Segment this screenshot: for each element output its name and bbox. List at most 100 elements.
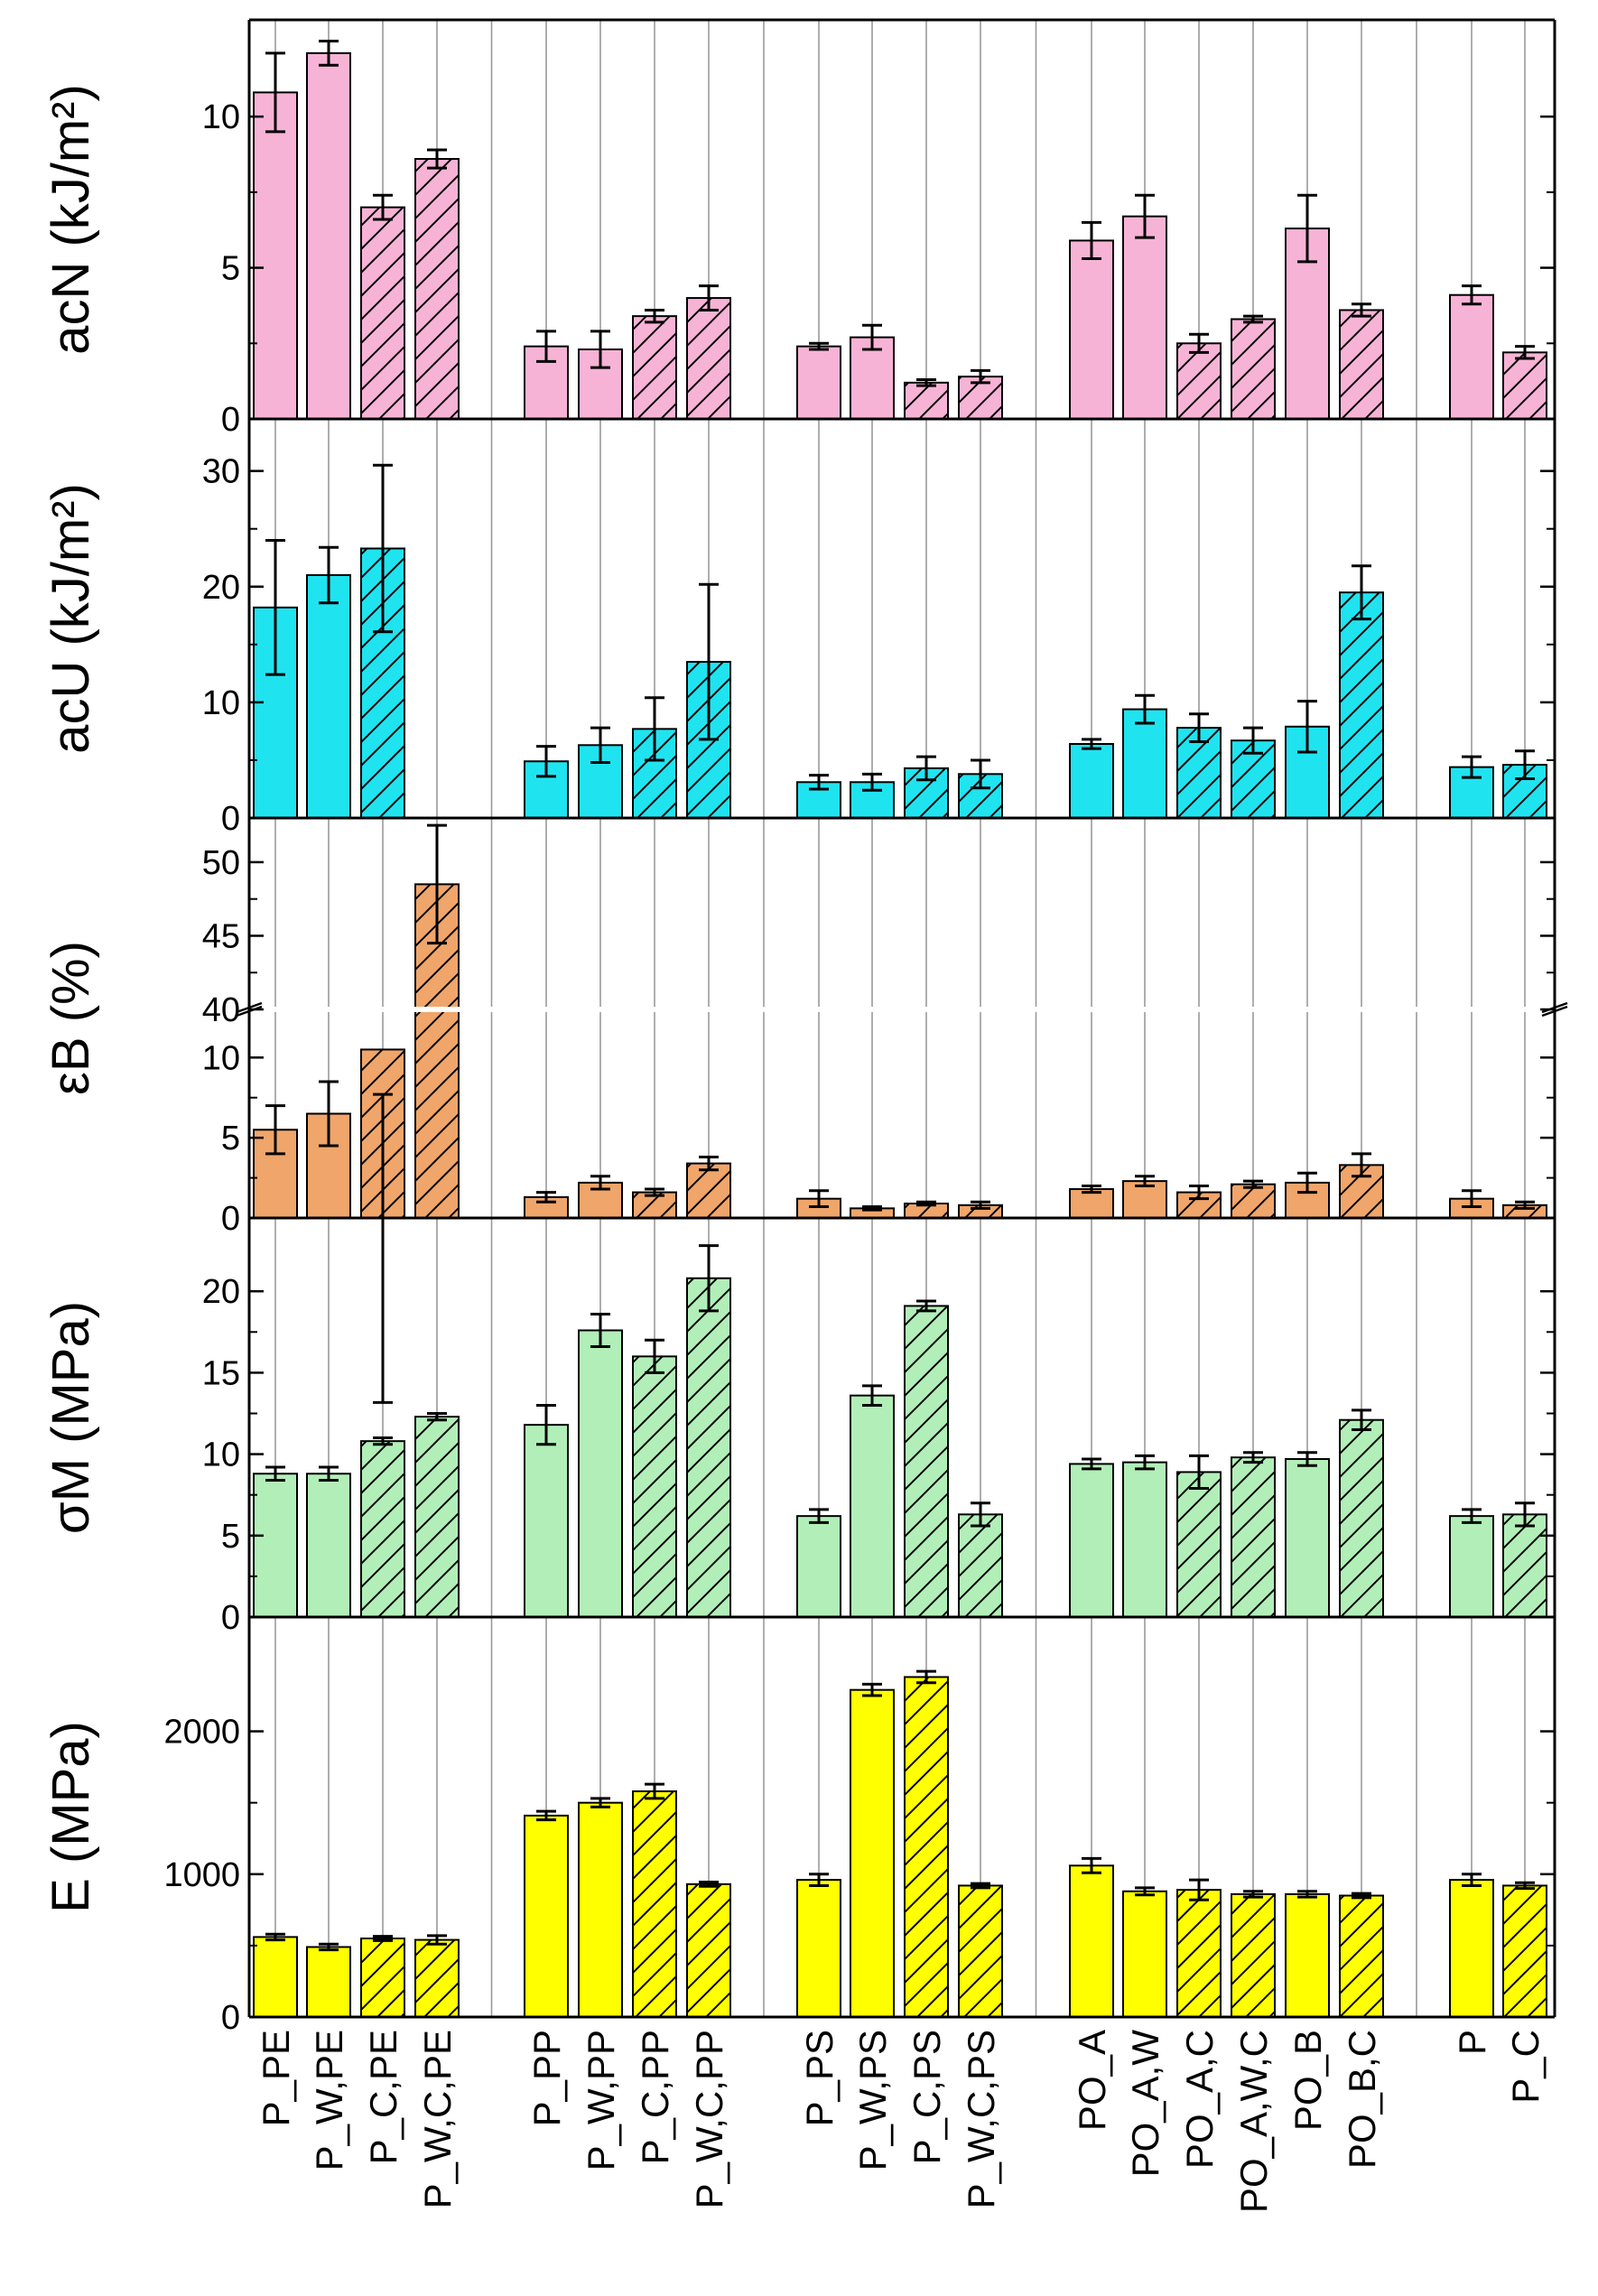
bar-hatch (905, 382, 948, 419)
y-axis-title: acU (kJ/m²) (42, 483, 100, 754)
y-axis-title: εB (%) (42, 941, 100, 1095)
bar-hatch (1231, 1184, 1275, 1218)
bar (1069, 1463, 1114, 1619)
x-tick-label: P_W,C,PE (416, 2030, 459, 2208)
x-tick-label: P_C (1504, 2030, 1547, 2104)
bar (306, 1473, 351, 1619)
y-axis-title: acN (kJ/m²) (42, 84, 100, 355)
x-tick-label: P (1451, 2030, 1493, 2055)
bar-hatch (1231, 319, 1275, 419)
bar (578, 1329, 623, 1619)
bar (850, 1688, 895, 2019)
bar (578, 1801, 623, 2019)
panel-background (249, 419, 1555, 818)
bar (524, 1424, 569, 1619)
bar-hatch (1503, 1885, 1547, 2017)
y-tick-label: 10 (202, 1039, 240, 1077)
bar-hatch (959, 1885, 1002, 2017)
y-tick-label: 5 (221, 1120, 240, 1157)
bar (306, 573, 351, 820)
bar-hatch (1340, 310, 1383, 419)
y-tick-label: 1000 (163, 1856, 240, 1894)
bar-hatch (361, 1441, 404, 1617)
bar-hatch (633, 1791, 676, 2017)
bar (1122, 215, 1167, 420)
panel-background (249, 1218, 1555, 1617)
bar-hatch (361, 1938, 404, 2017)
bar (1069, 743, 1114, 819)
y-tick-label: 20 (202, 569, 240, 607)
bar (1122, 1461, 1167, 1619)
bar-hatch (959, 1514, 1002, 1617)
bar (253, 91, 298, 420)
bar-hatch (1231, 1457, 1275, 1617)
bar-hatch (1503, 352, 1547, 419)
axis-break-gap (251, 1007, 1553, 1012)
y-tick-label: 10 (202, 98, 240, 136)
bar-hatch (415, 1939, 459, 2017)
y-tick-label: 0 (221, 1200, 240, 1238)
bar-hatch (415, 1417, 459, 1617)
x-tick-label: P_C,PP (634, 2030, 676, 2164)
bar-hatch (1340, 1419, 1383, 1617)
bar (796, 1515, 841, 1619)
x-tick-label: PO_B,C (1341, 2030, 1383, 2169)
y-tick-label: 10 (202, 1436, 240, 1474)
y-tick-label: 10 (202, 684, 240, 722)
x-tick-label: P_W,PS (851, 2030, 894, 2171)
panel-background (249, 20, 1555, 419)
bar-hatch (1177, 1890, 1221, 2017)
x-tick-label: P_W,PE (308, 2030, 350, 2171)
bar (1449, 1879, 1494, 2018)
bar-hatch (1503, 1204, 1547, 1218)
bar (253, 1936, 298, 2018)
y-tick-label: 5 (221, 1518, 240, 1556)
bar-hatch (1340, 1895, 1383, 2017)
bar (796, 1879, 841, 2018)
x-tick-label: PO_B (1287, 2030, 1329, 2131)
y-tick-label: 15 (202, 1354, 240, 1392)
bar (1285, 1458, 1330, 1618)
y-tick-label: 5 (221, 250, 240, 288)
bar (1122, 1890, 1167, 2019)
bar-hatch (687, 1883, 730, 2017)
bar-hatch (415, 159, 459, 419)
x-tick-label: PO_A,W (1124, 2030, 1166, 2178)
bar (1069, 239, 1114, 420)
y-tick-label: 0 (221, 401, 240, 439)
x-tick-label: P_C,PS (906, 2030, 948, 2164)
y-tick-label: 40 (202, 991, 240, 1029)
x-tick-label: P_PE (255, 2030, 297, 2126)
bar-hatch (1231, 1893, 1275, 2017)
y-tick-label: 45 (202, 917, 240, 955)
bar-hatch (905, 1204, 948, 1218)
bar (1285, 1892, 1330, 2019)
bar-hatch (633, 316, 676, 419)
bar (1449, 1515, 1494, 1619)
bar (306, 51, 351, 420)
x-tick-label: P_C,PE (362, 2030, 404, 2164)
bar-hatch (687, 1163, 730, 1218)
bar-hatch (959, 1204, 1002, 1218)
bar-hatch (1177, 1472, 1221, 1617)
x-tick-label: P_PP (525, 2030, 568, 2126)
bar-hatch (633, 1356, 676, 1617)
x-tick-label: PO_A (1071, 2030, 1113, 2131)
y-tick-label: 0 (221, 800, 240, 838)
bar-hatch (1177, 343, 1221, 419)
x-tick-label: P_W,C,PS (960, 2030, 1002, 2208)
bar-hatch (1503, 1514, 1547, 1617)
bar-hatch (905, 1306, 948, 1617)
y-tick-label: 0 (221, 1999, 240, 2037)
bar (1069, 1864, 1114, 2019)
panel-background (249, 1617, 1555, 2017)
y-axis-title: E (MPa) (42, 1721, 100, 1913)
y-tick-label: 20 (202, 1273, 240, 1311)
bar (253, 1473, 298, 1619)
bar (850, 1394, 895, 1618)
x-tick-label: PO_A,C (1178, 2030, 1221, 2169)
bar-hatch (361, 207, 404, 419)
bar (1449, 293, 1494, 420)
